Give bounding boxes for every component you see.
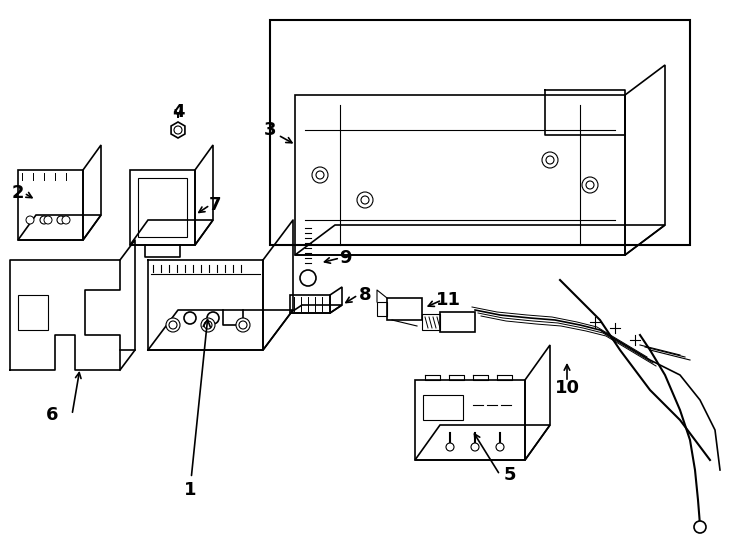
Circle shape: [357, 192, 373, 208]
Circle shape: [496, 443, 504, 451]
Circle shape: [239, 321, 247, 329]
Circle shape: [166, 318, 180, 332]
Bar: [377, 302, 387, 316]
Circle shape: [174, 126, 182, 134]
Circle shape: [542, 152, 558, 168]
Bar: [387, 298, 422, 320]
Circle shape: [586, 181, 594, 189]
Circle shape: [546, 156, 554, 164]
Text: 8: 8: [359, 286, 371, 304]
Circle shape: [446, 443, 454, 451]
Text: 5: 5: [504, 466, 516, 484]
Text: 4: 4: [172, 103, 184, 121]
Circle shape: [169, 321, 177, 329]
Bar: [423, 395, 463, 420]
Circle shape: [62, 216, 70, 224]
Circle shape: [236, 318, 250, 332]
Circle shape: [44, 216, 52, 224]
Circle shape: [204, 321, 212, 329]
Text: 11: 11: [435, 291, 460, 309]
Text: 2: 2: [12, 184, 24, 202]
Text: 10: 10: [554, 379, 580, 397]
Circle shape: [316, 171, 324, 179]
Text: 7: 7: [208, 196, 221, 214]
Text: 3: 3: [264, 121, 276, 139]
Circle shape: [57, 216, 65, 224]
Circle shape: [582, 177, 598, 193]
Circle shape: [40, 216, 48, 224]
Circle shape: [361, 196, 369, 204]
Circle shape: [694, 521, 706, 533]
Circle shape: [312, 167, 328, 183]
Circle shape: [26, 216, 34, 224]
Bar: [440, 312, 475, 332]
Text: 1: 1: [184, 320, 211, 499]
Bar: [18, 295, 48, 330]
Circle shape: [471, 443, 479, 451]
Text: 6: 6: [46, 406, 58, 424]
Bar: [422, 314, 440, 330]
Circle shape: [201, 318, 215, 332]
Circle shape: [184, 312, 196, 324]
Text: 9: 9: [339, 249, 352, 267]
Circle shape: [207, 312, 219, 324]
Bar: [270, 20, 690, 245]
Circle shape: [300, 270, 316, 286]
